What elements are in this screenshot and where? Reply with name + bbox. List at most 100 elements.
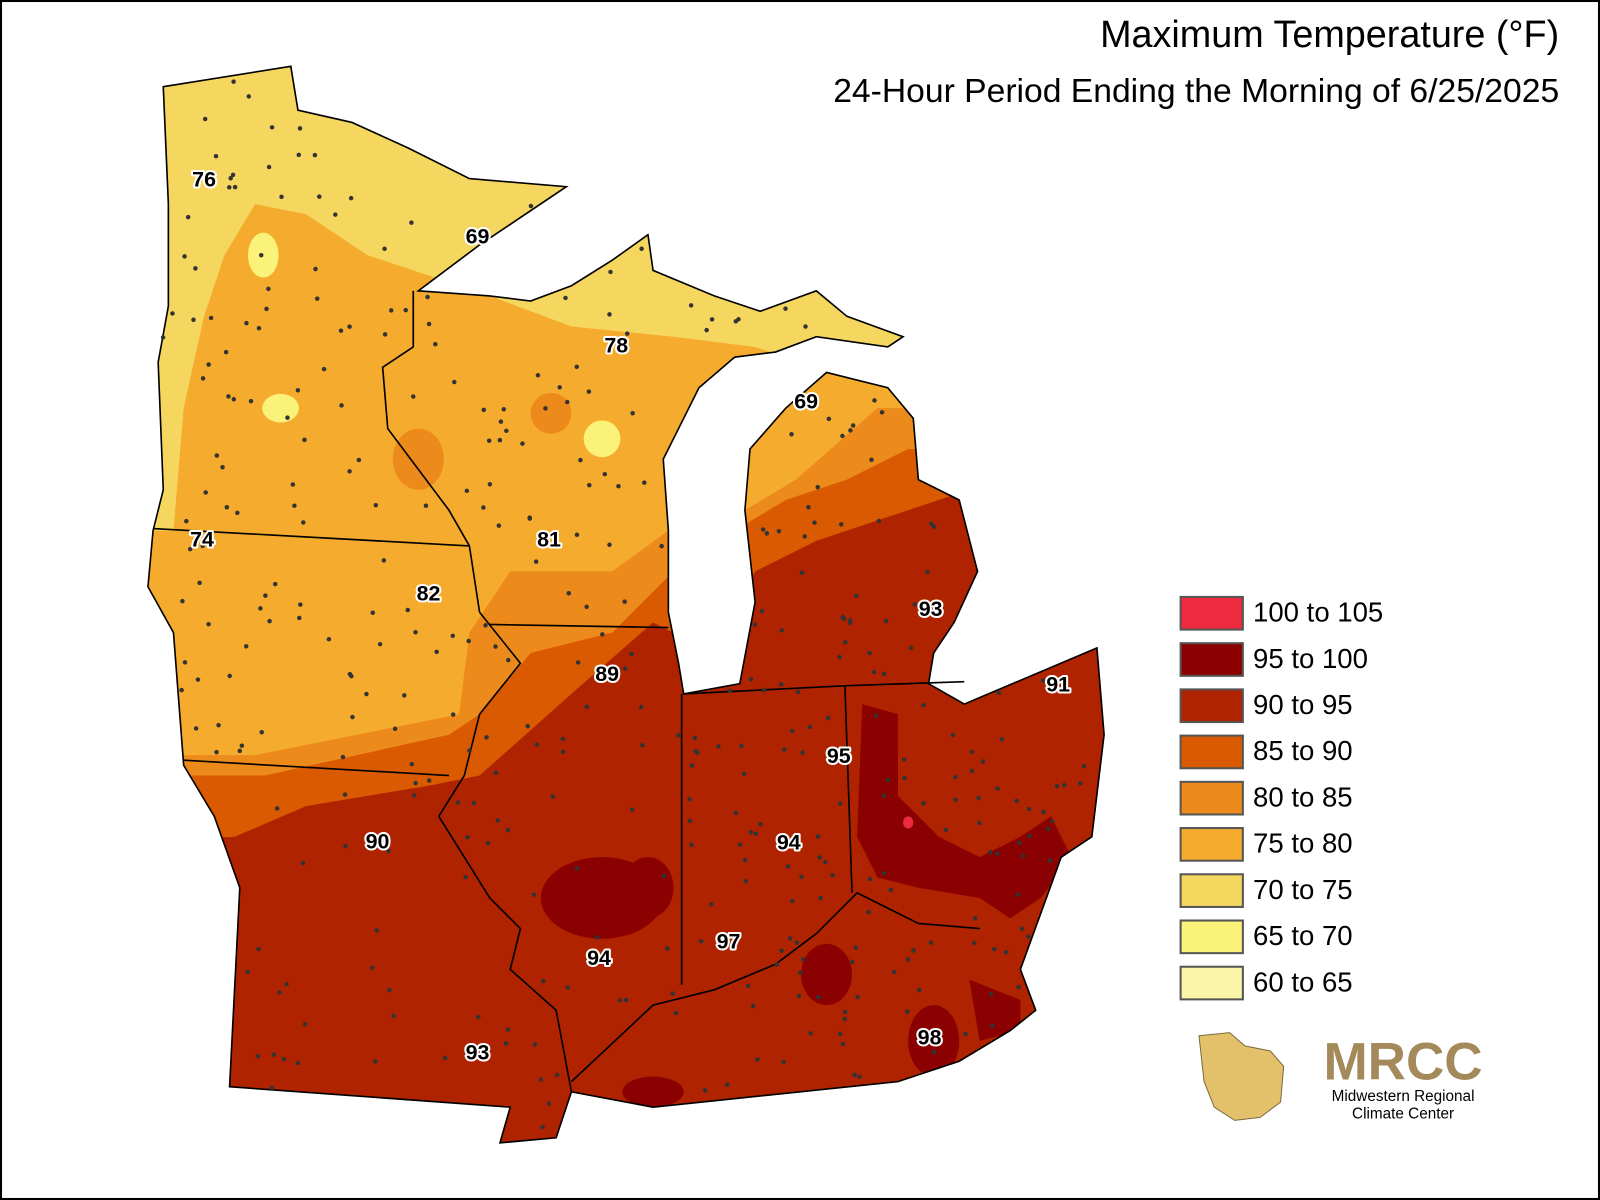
state-border [683, 680, 965, 695]
station-dot [999, 736, 1004, 742]
station-dot [381, 558, 387, 563]
station-dot [413, 780, 418, 786]
station-dot [787, 936, 793, 941]
station-dot [584, 704, 590, 709]
station-dot [301, 520, 306, 525]
station-dot [493, 770, 499, 775]
station-dot [761, 687, 767, 693]
station-dot [256, 946, 261, 952]
station-dot [758, 821, 763, 827]
station-dot [193, 726, 199, 731]
station-dot [876, 518, 882, 524]
station-dot [202, 116, 208, 122]
station-dot [842, 1016, 848, 1022]
station-dot [980, 759, 986, 764]
station-dot [665, 946, 670, 951]
station-dot [317, 194, 322, 199]
station-dot [752, 622, 758, 627]
station-dot [503, 1041, 509, 1046]
zone [908, 1005, 960, 1077]
station-dot [300, 860, 306, 866]
zone [262, 393, 299, 423]
station-dot [779, 628, 785, 633]
station-dot [702, 1088, 708, 1093]
station-dot [748, 677, 754, 682]
station-dot [370, 965, 375, 970]
station-dot [776, 528, 782, 534]
station-dot [689, 763, 695, 768]
station-dot [855, 994, 860, 1000]
station-dot [295, 388, 301, 393]
station-dot [182, 660, 188, 665]
zone [622, 857, 674, 919]
station-dot [764, 531, 770, 536]
station-dot [266, 164, 272, 170]
station-dot [339, 403, 344, 408]
station-dot [673, 1010, 679, 1016]
station-label: 76 [192, 167, 216, 191]
station-dot [854, 593, 859, 598]
station-dot [629, 807, 635, 812]
zone [583, 420, 621, 458]
station-dot [532, 1042, 538, 1047]
station-dot [602, 471, 608, 477]
station-label: 78 [604, 334, 628, 358]
station-dot [840, 614, 846, 620]
station-dot [916, 987, 922, 993]
station-label: 93 [919, 597, 943, 621]
station-dot [476, 1014, 481, 1020]
station-dot [403, 307, 408, 313]
station-dot [908, 645, 914, 651]
station-dot [274, 806, 280, 811]
station-dot [284, 982, 289, 987]
logo-line: Climate Center [1352, 1105, 1454, 1122]
station-dot [823, 860, 828, 865]
station-dot [543, 406, 548, 411]
station-dot [587, 482, 592, 488]
station-dot [203, 490, 208, 495]
station-dot [214, 749, 219, 755]
stations [160, 79, 1087, 1130]
station-dot [742, 858, 748, 863]
station-dot [235, 510, 240, 516]
station-dot [659, 543, 664, 549]
station-dot [302, 1021, 308, 1027]
station-dot [802, 534, 807, 539]
station-dot [450, 633, 455, 639]
station-dot [350, 714, 355, 720]
station-dot [842, 1009, 848, 1015]
station-dot [206, 621, 211, 627]
station-dot [911, 948, 916, 953]
station-dot [943, 827, 949, 833]
station-dot [501, 407, 507, 412]
legend: 100 to 105 95 to 100 90 to 95 85 to 90 80 to… [1179, 595, 1383, 1001]
station-dot [774, 962, 779, 967]
station-dot [990, 1023, 995, 1028]
station-dot [497, 437, 503, 443]
station-dot [826, 715, 831, 721]
station-dot [224, 505, 230, 510]
station-dot [850, 959, 855, 965]
station-dot [921, 801, 926, 806]
station-dot [505, 1027, 511, 1032]
station-dot [737, 842, 743, 847]
station-dot [992, 946, 997, 952]
station-dot [708, 902, 714, 907]
station-dot [373, 502, 379, 508]
station-dot [239, 743, 245, 748]
station-label: 69 [794, 390, 818, 414]
station-dot [661, 873, 667, 879]
legend-label: 85 to 90 [1253, 735, 1353, 766]
station-dot [487, 482, 493, 487]
station-dot [256, 326, 262, 331]
station-dot [753, 831, 759, 836]
station-label: 93 [466, 1041, 490, 1065]
station-dot [264, 306, 269, 312]
station-label: 89 [595, 662, 619, 686]
station-dot [622, 599, 627, 604]
station-dot [214, 453, 220, 458]
station-dot [258, 252, 264, 258]
station-dot [1026, 806, 1032, 812]
station-dot [347, 671, 353, 677]
station-dot [857, 1074, 862, 1079]
